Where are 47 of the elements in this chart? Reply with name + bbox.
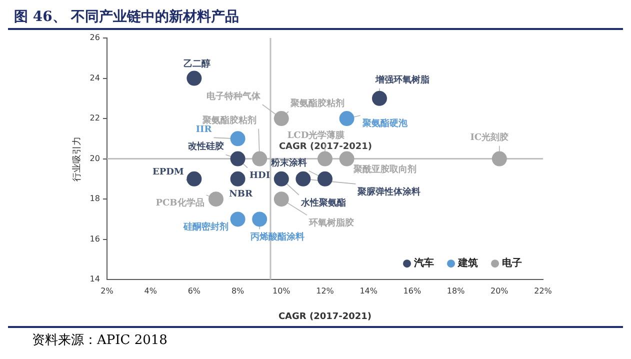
x-tick-label: 10% xyxy=(272,286,291,296)
x-axis-title: CAGR (2017-2021) xyxy=(278,312,372,322)
annotation: 水性聚氨酯 xyxy=(300,197,346,208)
annotation: 丙烯酸酯涂料 xyxy=(250,232,305,243)
annotation: LCD光学薄膜 xyxy=(287,130,346,142)
x-tick-label: 6% xyxy=(188,286,201,296)
x-tick-label: 2% xyxy=(100,286,114,296)
text: 资料来源：APIC 2018 xyxy=(32,333,168,348)
annotation: 聚脲弹性体涂料 xyxy=(356,186,421,198)
annotation: HDI xyxy=(250,171,270,182)
annotation: 粉末涂料 xyxy=(270,157,307,168)
annotation: PCB化学品 xyxy=(156,197,204,208)
y-tick-label: 14 xyxy=(90,274,100,284)
y-tick-label: 26 xyxy=(90,33,100,42)
legend-label: 建筑 xyxy=(457,257,478,270)
x-tick-label: 22% xyxy=(534,286,552,296)
y-tick-label: 20 xyxy=(90,154,100,163)
annotation: 硅酮密封剂 xyxy=(182,222,228,233)
legend-label: 汽车 xyxy=(413,257,434,270)
annotation: 聚酰亚胺取向剂 xyxy=(352,164,416,176)
annotation: EPDM xyxy=(152,167,184,178)
legend-label: 电子 xyxy=(502,257,522,270)
x-tick-label: 18% xyxy=(446,286,466,296)
annotation: 聚氨酯胶粘剂 xyxy=(289,98,344,109)
y-tick-label: 24 xyxy=(90,73,100,82)
chart-title: 图 46、 不同产业链中的新材料产品 xyxy=(8,8,623,30)
x-tick-label: 12% xyxy=(316,286,334,296)
x-tick-label: 4% xyxy=(144,286,158,296)
x-tick-label: 16% xyxy=(403,286,422,296)
annotation: 改性硅胶 xyxy=(188,141,224,152)
annotation: 环氧树脂胶 xyxy=(308,217,354,228)
y-tick-label: 16 xyxy=(90,234,100,244)
annotation: IIR xyxy=(196,125,212,136)
y-axis-title: 行业吸引力 xyxy=(72,136,83,182)
annotation: 聚氨酯硬泡 xyxy=(361,118,408,129)
x-tick-label: 20% xyxy=(490,286,509,296)
annotation: IC光刻胶 xyxy=(470,132,509,144)
y-tick-label: 18 xyxy=(90,194,100,204)
x-tick-label: 8% xyxy=(231,286,245,296)
ref-line-label: CAGR (2017-2021) xyxy=(278,142,372,152)
annotation: 乙二醇 xyxy=(184,58,211,70)
x-tick-label: 14% xyxy=(360,286,378,296)
y-tick-label: 22 xyxy=(90,114,100,123)
annotation: 电子特种气体 xyxy=(206,90,262,102)
annotation: NBR xyxy=(229,189,253,200)
annotation: 聚氨酯胶粘剂 xyxy=(202,115,257,126)
annotation: 增强环氧树脂 xyxy=(374,74,430,86)
